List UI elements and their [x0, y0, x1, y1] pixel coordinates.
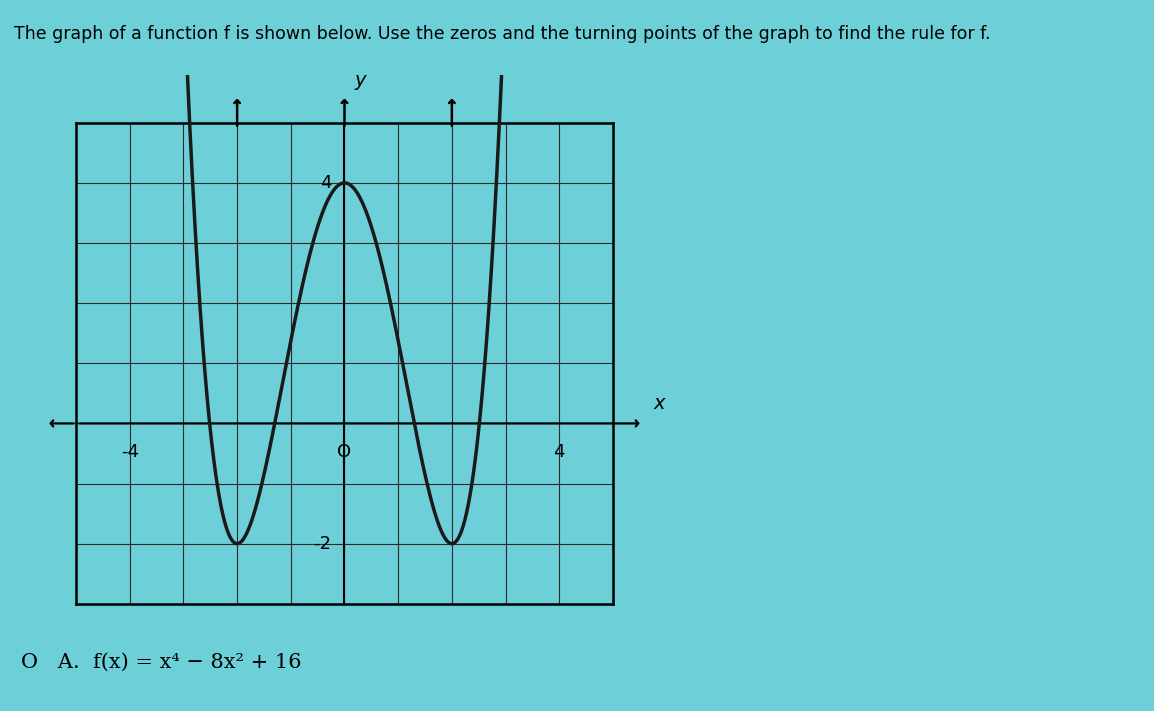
Text: O: O: [337, 443, 352, 461]
Text: 4: 4: [554, 443, 565, 461]
Text: 4: 4: [320, 174, 331, 192]
Text: The graph of a function f is shown below. Use the zeros and the turning points o: The graph of a function f is shown below…: [14, 25, 990, 43]
Text: y: y: [354, 70, 366, 90]
Text: -4: -4: [121, 443, 138, 461]
Text: O   A.  f(x) = x⁴ − 8x² + 16: O A. f(x) = x⁴ − 8x² + 16: [21, 653, 301, 672]
Text: x: x: [653, 394, 665, 412]
Text: -2: -2: [313, 535, 331, 552]
